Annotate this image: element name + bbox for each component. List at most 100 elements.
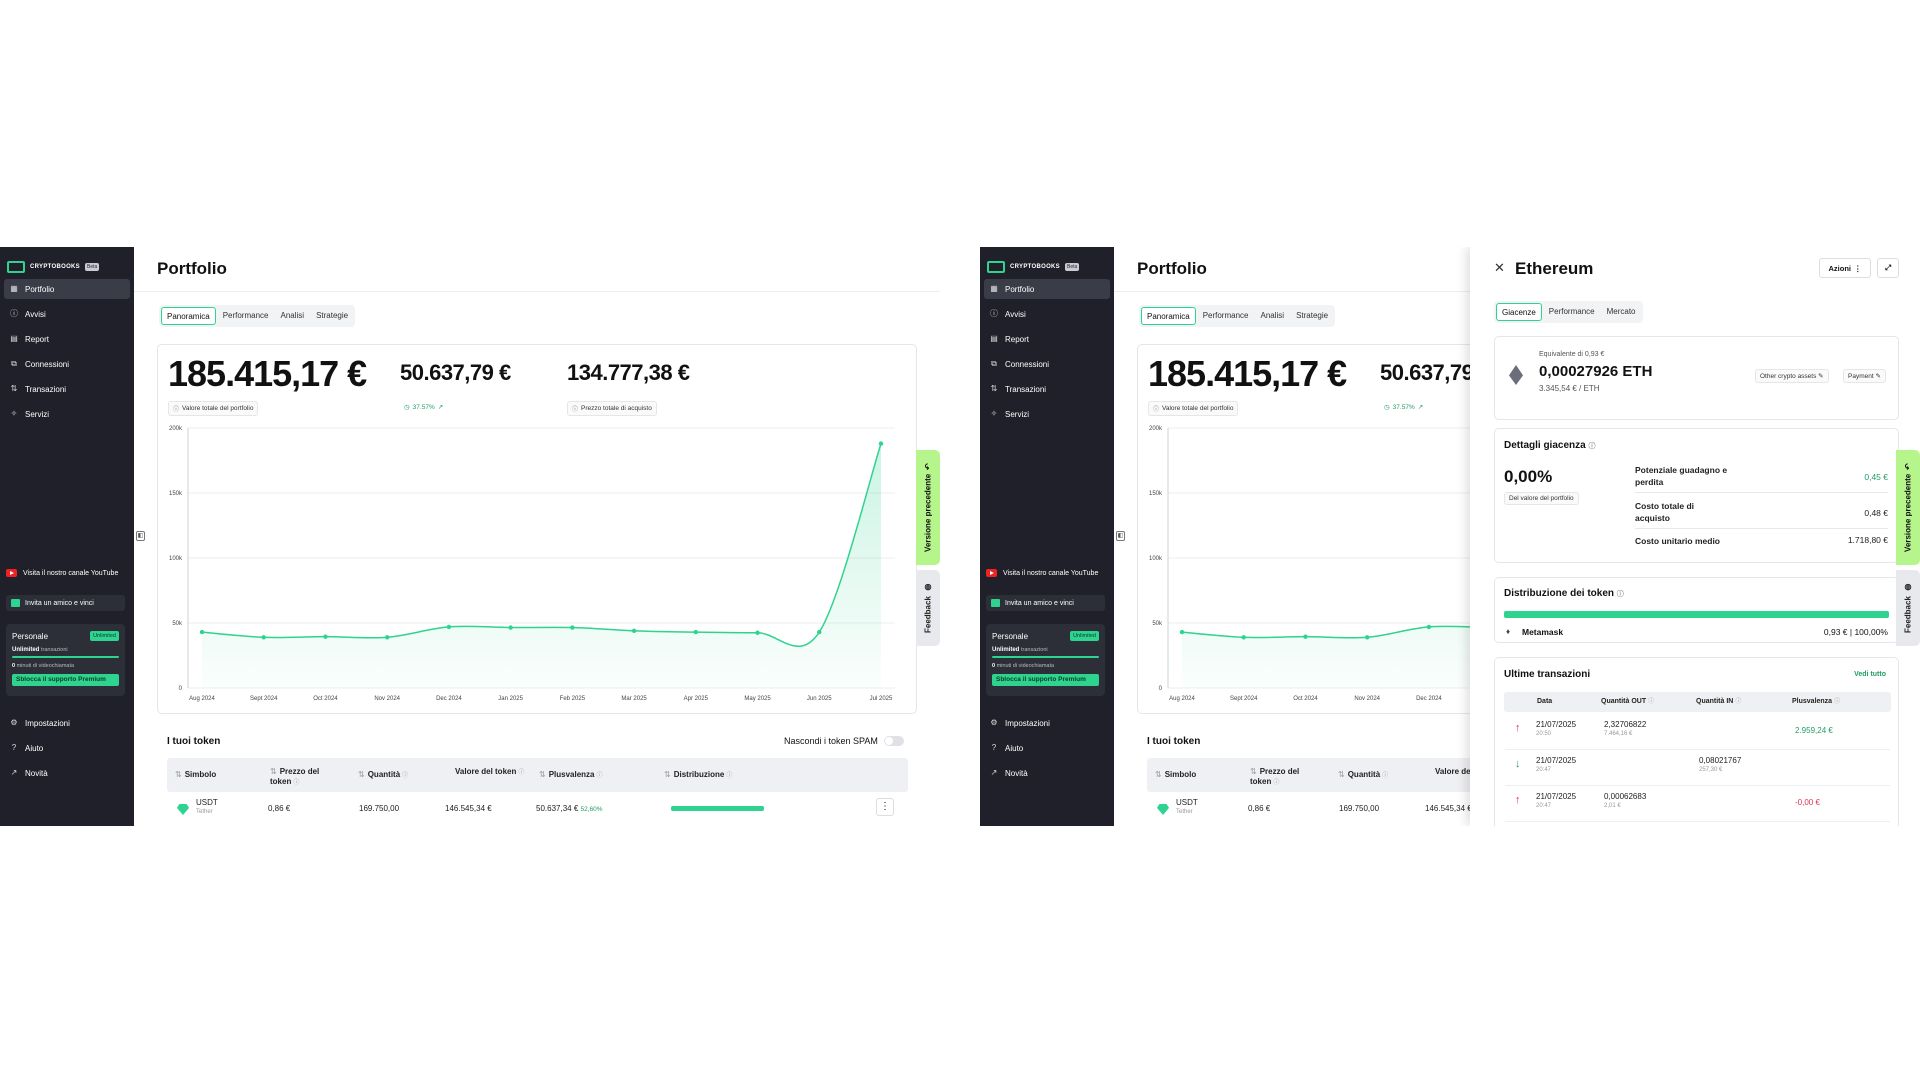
page-title: Portfolio	[1137, 259, 1207, 278]
tx-out: 0,00062683 2,01 €	[1604, 792, 1647, 809]
col-simbolo[interactable]: ⇅ Simbolo	[1155, 770, 1197, 779]
y-tick-label: 100k	[169, 556, 183, 562]
col-prezzo[interactable]: ⇅ Prezzo del token ⓘ	[270, 767, 320, 786]
expand-icon[interactable]: ⤢	[1877, 258, 1899, 278]
feedback-label: Feedback	[1903, 596, 1913, 633]
ethereum-icon	[1509, 365, 1523, 385]
previous-version-tab[interactable]: Versione precedente ↶	[1896, 450, 1920, 565]
plan-tx-count: Unlimited	[12, 647, 40, 653]
youtube-link[interactable]: Visita il nostro canale YouTube	[986, 569, 1098, 577]
plan-badge: Unlimited	[90, 631, 119, 641]
feedback-tab[interactable]: Feedback ◍	[1896, 570, 1920, 646]
tag-other-crypto[interactable]: Other crypto assets ✎	[1755, 369, 1829, 383]
col-simbolo[interactable]: ⇅ Simbolo	[175, 770, 217, 779]
logo-text: CRYPTOBOOKS	[30, 264, 80, 270]
wallet-value: 0,93 € | 100,00%	[1823, 627, 1888, 637]
tab-giacenze[interactable]: Giacenze	[1496, 303, 1542, 321]
tab-analisi[interactable]: Analisi	[1260, 311, 1285, 320]
col-out[interactable]: Quantità OUT ⓘ	[1601, 698, 1655, 705]
pl-label: Potenziale guadagno e perdita	[1635, 465, 1728, 487]
user-settings-icon: ⚙	[10, 718, 18, 727]
sidebar-item-report[interactable]: ▤ Report	[984, 329, 1110, 349]
col-distribuzione[interactable]: ⇅ Distribuzione ⓘ	[664, 770, 733, 779]
collapse-sidebar-icon[interactable]: ◧	[1116, 531, 1125, 541]
previous-version-tab[interactable]: Versione precedente ↶	[916, 450, 940, 565]
token-quantity: 169.750,00	[359, 804, 400, 813]
tab-performance[interactable]: Performance	[1202, 311, 1249, 320]
youtube-icon	[6, 569, 17, 577]
col-quantita[interactable]: ⇅ Quantità ⓘ	[1338, 770, 1389, 779]
premium-button[interactable]: Sblocca il supporto Premium	[12, 674, 119, 686]
undo-icon: ↶	[923, 463, 933, 470]
transaction-row[interactable]: ↑ 21/07/2025 20:50 2,32706822 7.464,16 € 2…	[1505, 714, 1890, 750]
previous-version-label: Versione precedente	[923, 473, 933, 552]
sidebar-item-transazioni[interactable]: ⇅ Transazioni	[4, 379, 130, 399]
sidebar-item-portfolio[interactable]: ▦ Portfolio	[984, 279, 1110, 299]
sidebar-item-servizi[interactable]: ✧ Servizi	[984, 404, 1110, 424]
portfolio-pct: 0,00%	[1504, 467, 1553, 486]
data-point	[755, 630, 760, 635]
sidebar-item-portfolio[interactable]: ▦ Portfolio	[4, 279, 130, 299]
transaction-row[interactable]: ↑ 21/07/2025 20:47 0,00062683 2,01 € -0,00…	[1505, 786, 1890, 822]
sidebar-item-aiuto[interactable]: ? Aiuto	[984, 738, 1110, 758]
col-in[interactable]: Quantità IN ⓘ	[1696, 698, 1742, 705]
alert-icon: ⓘ	[10, 309, 18, 318]
data-point	[817, 629, 822, 635]
sidebar-item-connessioni[interactable]: ⧉ Connessioni	[984, 354, 1110, 374]
tab-strategie[interactable]: Strategie	[316, 311, 349, 320]
sidebar-item-report[interactable]: ▤ Report	[4, 329, 130, 349]
invite-link[interactable]: Invita un amico e vinci	[986, 595, 1105, 611]
main-content: Portfolio Panoramica Performance Analisi…	[134, 247, 940, 826]
tab-strategie[interactable]: Strategie	[1296, 311, 1329, 320]
equivalent-label: Equivalente di 0,93 €	[1539, 351, 1605, 358]
tab-performance[interactable]: Performance	[222, 311, 269, 320]
sidebar-item-novita[interactable]: ↗ Novità	[984, 763, 1110, 783]
beta-badge: Beta	[84, 263, 100, 271]
tab-panoramica[interactable]: Panoramica	[1141, 307, 1196, 325]
transactions-icon: ⇅	[990, 384, 998, 393]
actions-button[interactable]: Azioni ⋮	[1819, 258, 1871, 278]
sidebar-item-novita[interactable]: ↗ Novità	[4, 763, 130, 783]
total-label-text: Valore totale del portfolio	[1162, 405, 1234, 412]
plan-progress	[992, 656, 1099, 658]
x-tick-label: Sept 2024	[1230, 696, 1258, 702]
sidebar-item-servizi[interactable]: ✧ Servizi	[4, 404, 130, 424]
col-plusvalenza[interactable]: ⇅ Plusvalenza ⓘ	[539, 770, 603, 779]
distribution-bar	[1504, 611, 1889, 618]
row-menu-icon[interactable]: ⋮	[876, 798, 894, 816]
col-data[interactable]: Data	[1537, 698, 1553, 705]
tab-performance[interactable]: Performance	[1548, 307, 1595, 316]
col-prezzo[interactable]: ⇅ Prezzo del token ⓘ	[1250, 767, 1300, 786]
view-all-link[interactable]: Vedi tutto	[1854, 671, 1886, 678]
feedback-tab[interactable]: Feedback ◍	[916, 570, 940, 646]
tag-payment[interactable]: Payment ✎	[1843, 369, 1886, 383]
col-quantita[interactable]: ⇅ Quantità ⓘ	[358, 770, 409, 779]
youtube-link[interactable]: Visita il nostro canale YouTube	[6, 569, 118, 577]
sidebar-item-connessioni[interactable]: ⧉ Connessioni	[4, 354, 130, 374]
close-icon[interactable]: ✕	[1494, 260, 1505, 275]
tab-analisi[interactable]: Analisi	[280, 311, 305, 320]
logo[interactable]: CRYPTOBOOKS Beta	[980, 247, 1114, 277]
premium-button[interactable]: Sblocca il supporto Premium	[992, 674, 1099, 686]
total-label-text: Valore totale del portfolio	[182, 405, 254, 412]
sidebar-item-impostazioni[interactable]: ⚙ Impostazioni	[4, 713, 130, 733]
transaction-row[interactable]: ↓ 21/07/2025 20:47 0,08021767 257,30 €	[1505, 750, 1890, 786]
sidebar-item-aiuto[interactable]: ? Aiuto	[4, 738, 130, 758]
sidebar: CRYPTOBOOKS Beta ▦ Portfolio ⓘ Avvisi ▤ Rep…	[0, 247, 134, 826]
tab-panoramica[interactable]: Panoramica	[161, 307, 216, 325]
invite-link[interactable]: Invita un amico e vinci	[6, 595, 125, 611]
tab-mercato[interactable]: Mercato	[1606, 307, 1636, 316]
sidebar-item-avvisi[interactable]: ⓘ Avvisi	[984, 304, 1110, 324]
connections-icon: ⧉	[991, 359, 997, 368]
sidebar-item-transazioni[interactable]: ⇅ Transazioni	[984, 379, 1110, 399]
youtube-icon	[986, 569, 997, 577]
collapse-sidebar-icon[interactable]: ◧	[136, 531, 145, 541]
sidebar-item-avvisi[interactable]: ⓘ Avvisi	[4, 304, 130, 324]
col-gain[interactable]: Plusvalenza ⓘ	[1792, 698, 1841, 705]
sidebar-item-impostazioni[interactable]: ⚙ Impostazioni	[984, 713, 1110, 733]
toggle-switch[interactable]	[883, 736, 904, 746]
report-icon: ▤	[10, 334, 18, 343]
hide-spam-toggle[interactable]: Nascondi i token SPAM	[784, 736, 904, 746]
logo[interactable]: CRYPTOBOOKS Beta	[0, 247, 134, 277]
